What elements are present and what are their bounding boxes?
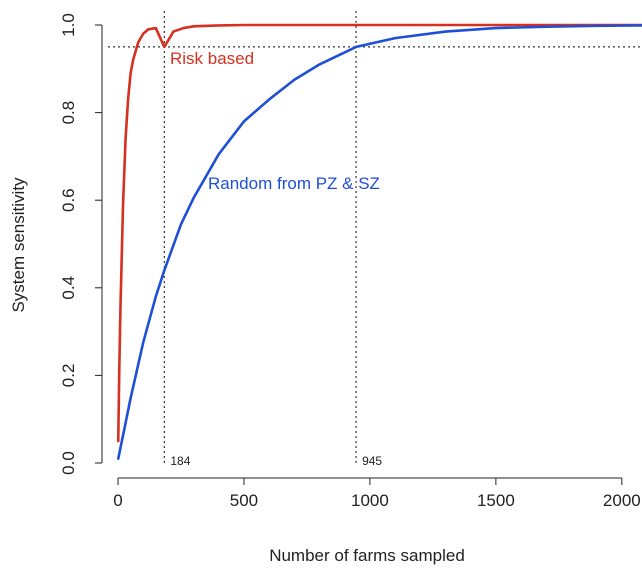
y-axis: 0.0 0.2 0.4 0.6 0.8 1.0 [59, 13, 103, 475]
x-tick-label: 500 [230, 491, 258, 510]
series-group [116, 23, 642, 460]
y-tick-label: 0.4 [59, 276, 78, 300]
series-label: Risk based [170, 49, 254, 68]
x-axis-title: Number of farms sampled [269, 546, 465, 565]
y-tick-label: 1.0 [59, 13, 78, 37]
reference-lines: 184 945 [108, 11, 642, 468]
series-labels: Risk based Random from PZ & SZ [170, 49, 380, 193]
series-line [116, 24, 642, 460]
x-tick-label: 1500 [477, 491, 515, 510]
x-tick-label: 1000 [351, 491, 389, 510]
y-tick-label: 0.2 [59, 364, 78, 388]
x-tick-label: 2000 [603, 491, 641, 510]
y-tick-label: 0.0 [59, 451, 78, 475]
series-line [116, 23, 642, 443]
reference-line-label: 945 [362, 454, 382, 468]
y-axis-title: System sensitivity [9, 177, 28, 313]
reference-line-label: 184 [170, 454, 190, 468]
y-tick-label: 0.8 [59, 101, 78, 125]
x-axis: 0 500 1000 1500 2000 [113, 477, 641, 510]
x-tick-label: 0 [113, 491, 122, 510]
y-tick-label: 0.6 [59, 188, 78, 212]
series-label: Random from PZ & SZ [208, 174, 380, 193]
